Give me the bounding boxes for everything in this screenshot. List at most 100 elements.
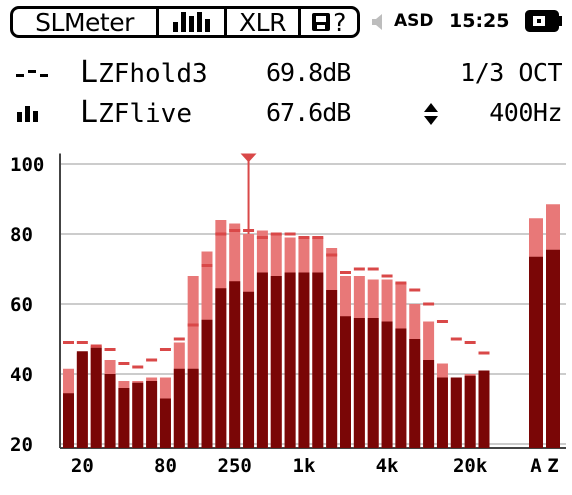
readout-hold-value: 69.8dB [266, 58, 351, 87]
peak-marker [353, 267, 365, 271]
peak-marker [423, 302, 435, 306]
live-bar [243, 291, 255, 448]
live-bar [367, 318, 379, 448]
up-down-arrows-icon[interactable] [422, 102, 440, 126]
spectrum-chart: 20 40 60 80 100 20 80 250 1k 4k 20k A Z [10, 153, 566, 477]
live-bar [312, 272, 324, 448]
y-tick-label: 40 [10, 364, 33, 386]
y-tick-label: 100 [10, 154, 44, 176]
peak-marker [90, 344, 102, 348]
overall-label: Z [547, 455, 558, 477]
x-tick-label: 4k [376, 455, 399, 477]
y-tick-label: 20 [10, 434, 33, 456]
bar-graph-icon [17, 106, 38, 122]
mode-tab-group: SLMeter XLR ? [10, 6, 360, 38]
live-bar [229, 281, 241, 448]
live-bar [381, 321, 393, 448]
readout-hold: LZFhold3 69.8dB 1/3 OCT [0, 56, 572, 92]
live-bar [256, 272, 268, 448]
peak-marker [201, 264, 213, 267]
peak-marker [146, 358, 158, 362]
x-tick-label: 20 [71, 455, 94, 477]
live-bar [270, 276, 282, 448]
status-bar: SLMeter XLR ? ASD 15:25 [0, 0, 572, 42]
tab-help-label: ? [333, 7, 346, 37]
peak-marker [436, 320, 448, 323]
live-bar [215, 288, 227, 448]
peak-marker [173, 337, 185, 341]
live-bar [76, 351, 88, 448]
dashed-line-icon [16, 70, 48, 77]
peak-marker [409, 288, 421, 292]
overall-live-bar [529, 256, 543, 448]
peak-marker [312, 236, 324, 239]
live-bar [104, 374, 116, 448]
readout-live: LZFlive 67.6dB 400Hz [0, 96, 572, 132]
peak-marker [381, 274, 393, 278]
peak-marker [256, 236, 268, 239]
band-cursor-marker [240, 153, 257, 163]
peak-marker [215, 232, 227, 236]
bar-graph-icon [173, 12, 210, 32]
disk-icon [312, 13, 331, 31]
live-bar [298, 272, 310, 448]
peak-marker [450, 337, 462, 341]
overall-live-bar [546, 249, 560, 448]
live-bar [63, 393, 74, 448]
tab-spectrum-view[interactable] [159, 9, 227, 35]
live-bar [159, 398, 171, 448]
peak-marker [298, 236, 310, 239]
selected-band-frequency: 400Hz [489, 98, 562, 127]
readout-live-label: LZFlive [80, 95, 192, 130]
x-tick-label: 20k [453, 455, 488, 477]
y-tick-label: 60 [10, 294, 33, 316]
live-bar [173, 368, 185, 448]
live-bar [90, 347, 102, 448]
tab-slmeter[interactable]: SLMeter [13, 9, 159, 35]
clock-time: 15:25 [449, 10, 510, 32]
peak-marker [340, 271, 351, 274]
tab-xlr[interactable]: XLR [227, 9, 301, 35]
live-bar [423, 360, 435, 448]
live-bar [201, 319, 213, 448]
overall-label: A [530, 455, 542, 477]
live-bar [146, 381, 158, 448]
live-bar [340, 316, 351, 448]
live-bar [284, 272, 296, 448]
x-tick-label: 250 [218, 455, 252, 477]
peak-marker [395, 281, 407, 285]
live-bar [436, 377, 448, 448]
tab-help[interactable]: ? [301, 9, 357, 35]
tab-xlr-label: XLR [239, 7, 286, 37]
live-bar [353, 318, 365, 448]
live-bar [395, 328, 407, 448]
peak-marker [229, 229, 241, 232]
peak-marker [478, 351, 490, 355]
peak-marker [104, 348, 116, 351]
peak-marker [132, 365, 144, 369]
y-tick-label: 80 [10, 224, 33, 246]
live-bar [326, 290, 338, 448]
speaker-icon [372, 14, 382, 30]
peak-marker [326, 253, 338, 257]
readout-hold-label: LZFhold3 [80, 55, 208, 90]
asd-indicator: ASD [394, 11, 434, 31]
live-bar [409, 339, 421, 448]
peak-marker [367, 267, 379, 271]
tab-slmeter-label: SLMeter [35, 7, 134, 37]
peak-marker [464, 341, 476, 344]
x-tick-label: 1k [293, 455, 316, 477]
peak-marker [118, 362, 130, 365]
hold-bar [187, 276, 199, 448]
readout-live-value: 67.6dB [266, 98, 351, 127]
live-bar [118, 388, 130, 448]
x-tick-label: 80 [154, 455, 177, 477]
live-bar [478, 370, 490, 448]
peak-marker [76, 341, 88, 344]
live-bar [187, 368, 199, 448]
battery-icon [525, 10, 562, 32]
live-bar [132, 382, 144, 448]
peak-marker [159, 348, 171, 351]
peak-marker [63, 341, 74, 344]
band-resolution[interactable]: 1/3 OCT [460, 58, 562, 87]
